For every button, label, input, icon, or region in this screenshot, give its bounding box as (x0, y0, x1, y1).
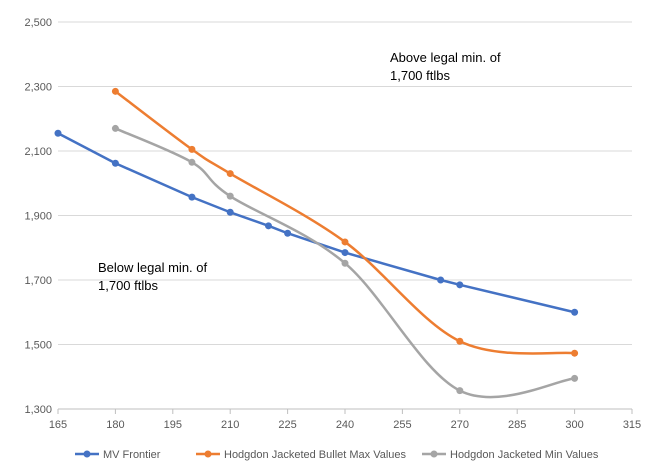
data-point-s0-6 (341, 249, 349, 257)
legend-marker-2 (430, 450, 438, 458)
data-point-s1-5 (571, 349, 579, 357)
legend-marker-1 (204, 450, 212, 458)
x-tick-label: 270 (451, 419, 469, 431)
data-point-s2-4 (456, 387, 464, 395)
y-tick-label: 2,300 (24, 82, 52, 94)
data-point-s0-8 (456, 281, 464, 289)
data-point-s1-4 (456, 337, 464, 345)
data-point-s0-1 (111, 159, 119, 167)
x-tick-label: 285 (508, 419, 526, 431)
data-point-s0-7 (437, 276, 445, 284)
x-tick-label: 165 (49, 419, 67, 431)
legend-label-1: Hodgdon Jacketed Bullet Max Values (224, 449, 407, 461)
annotation-below-line1: Below legal min. of (98, 260, 207, 275)
x-tick-label: 210 (221, 419, 239, 431)
data-point-s1-0 (111, 87, 119, 95)
legend-label-0: MV Frontier (103, 449, 161, 461)
data-point-s0-4 (264, 222, 272, 230)
grid-lines (58, 21, 632, 345)
data-point-s1-3 (341, 238, 349, 246)
x-tick-label: 195 (164, 419, 182, 431)
data-point-s1-1 (188, 145, 196, 153)
data-point-s0-5 (284, 229, 292, 237)
x-tick-label: 240 (336, 419, 354, 431)
y-tick-label: 1,900 (24, 211, 52, 223)
annotation-above-line2: 1,700 ftlbs (390, 68, 450, 83)
y-tick-label: 1,300 (24, 404, 52, 416)
y-tick-label: 2,500 (24, 17, 52, 29)
data-point-s0-3 (226, 208, 234, 216)
data-point-s2-2 (226, 192, 234, 200)
x-tick-label: 225 (278, 419, 296, 431)
legend: MV Frontier Hodgdon Jacketed Bullet Max V… (75, 449, 599, 461)
data-point-s1-2 (226, 170, 234, 178)
annotation-above-line1: Above legal min. of (390, 50, 501, 65)
legend-label-2: Hodgdon Jacketed Min Values (450, 449, 599, 461)
data-point-s2-0 (111, 124, 119, 132)
axes: 1,300 1,500 1,700 1,900 2,100 2,300 2,500 165 18… (24, 17, 641, 431)
data-point-s0-9 (571, 308, 579, 316)
series-line-0 (56, 132, 576, 314)
annotation-below-line2: 1,700 ftlbs (98, 278, 158, 293)
x-tick-label: 255 (393, 419, 411, 431)
series-line-1 (114, 90, 576, 355)
x-tick-label: 180 (106, 419, 124, 431)
x-tick-label: 315 (623, 419, 641, 431)
data-point-s2-1 (188, 158, 196, 166)
y-tick-label: 1,500 (24, 340, 52, 352)
data-point-s0-2 (188, 193, 196, 201)
data-point-s2-3 (341, 259, 349, 267)
x-tick-label: 300 (565, 419, 583, 431)
legend-marker-0 (83, 450, 91, 458)
series-group (54, 87, 579, 399)
data-point-s0-0 (54, 129, 62, 137)
y-tick-label: 1,700 (24, 275, 52, 287)
y-tick-label: 2,100 (24, 146, 52, 158)
data-point-s2-5 (571, 374, 579, 382)
